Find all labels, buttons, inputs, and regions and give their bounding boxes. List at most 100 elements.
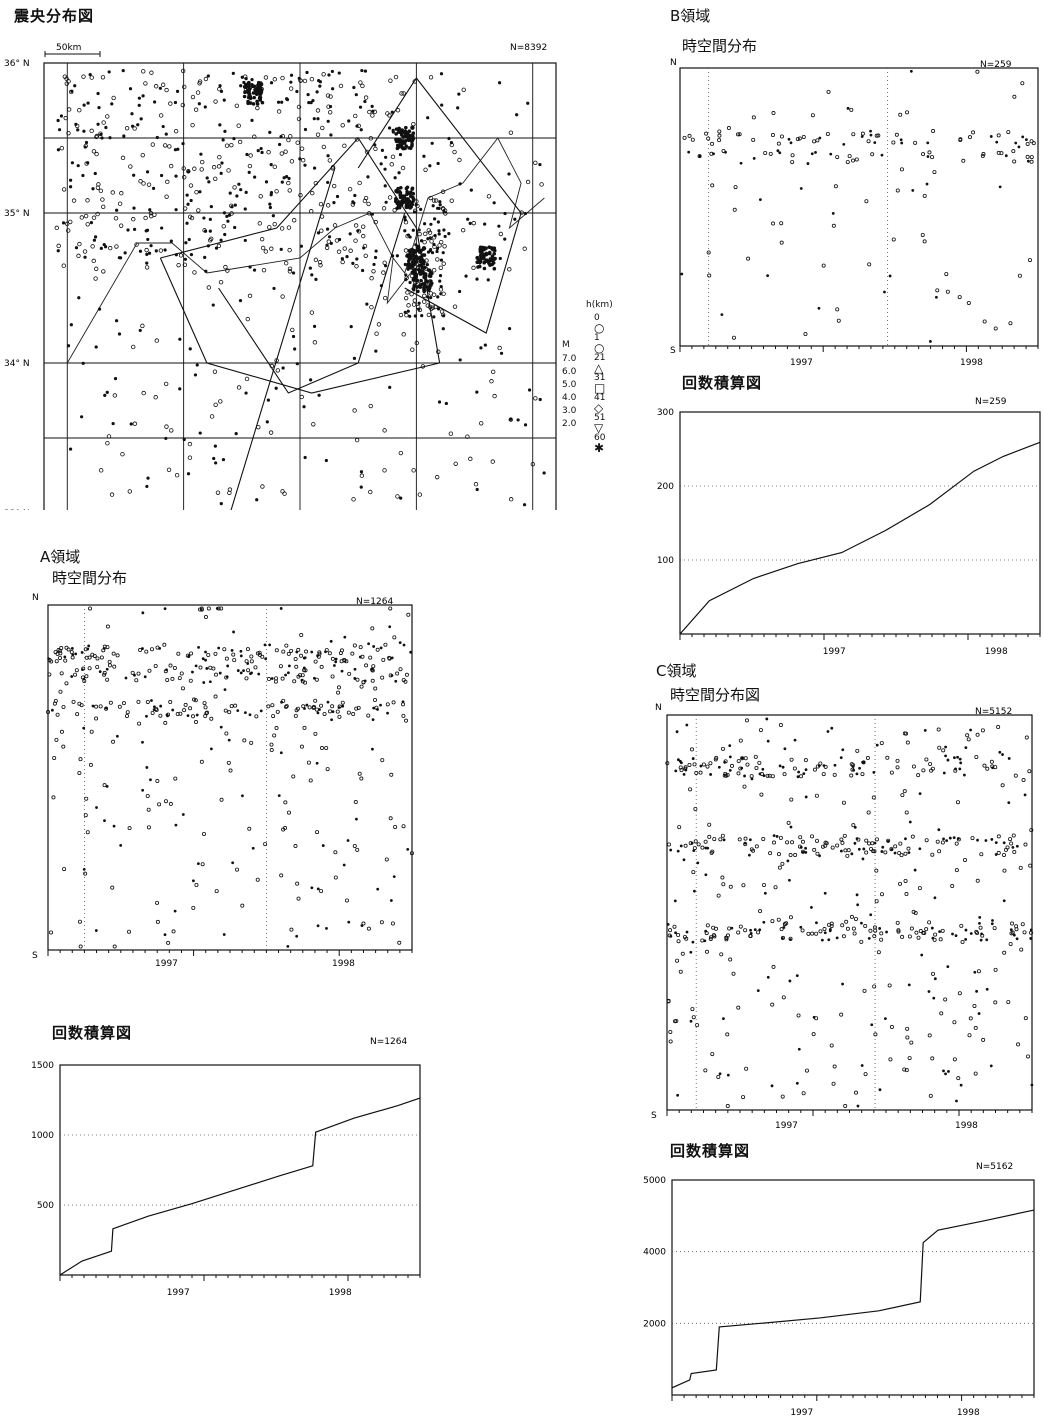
- event-point: [359, 684, 364, 689]
- epicenter-point: [410, 347, 415, 352]
- event-point: [245, 647, 250, 652]
- event-point: [676, 849, 680, 853]
- event-point: [77, 770, 82, 775]
- epicenter-point: [400, 128, 404, 132]
- event-point: [845, 853, 850, 858]
- event-point: [62, 867, 67, 872]
- event-point: [990, 838, 994, 841]
- event-point: [916, 935, 921, 940]
- epicenter-point: [538, 162, 542, 167]
- epicenter-point: [490, 262, 494, 267]
- event-point: [812, 1015, 816, 1019]
- event-point: [270, 703, 275, 708]
- event-point: [314, 707, 319, 712]
- epicenter-point: [228, 191, 232, 195]
- event-point: [736, 771, 741, 776]
- event-point: [379, 703, 382, 707]
- event-point: [193, 698, 198, 703]
- event-point: [370, 668, 375, 673]
- event-point: [361, 680, 366, 685]
- epicenter-point: [66, 130, 71, 136]
- event-point: [172, 665, 177, 670]
- epicenter-point: [267, 225, 272, 230]
- event-point: [58, 651, 63, 656]
- epicenter-point: [274, 358, 279, 363]
- epicenter-point: [426, 237, 430, 241]
- epicenter-point: [108, 136, 112, 140]
- epicenter-point: [298, 78, 303, 83]
- epicenter-point: [248, 96, 253, 101]
- epicenter-point: [492, 251, 497, 256]
- epicenter-point: [515, 113, 519, 117]
- event-point: [227, 710, 232, 715]
- event-point: [907, 1056, 912, 1061]
- event-point: [766, 739, 770, 743]
- event-point: [753, 754, 758, 759]
- epicenter-point: [372, 109, 378, 115]
- event-point: [975, 989, 979, 993]
- epicenter-point: [439, 285, 443, 289]
- epicenter-point: [498, 231, 504, 237]
- epicenter-point: [208, 217, 212, 221]
- event-point: [742, 784, 747, 789]
- epicenter-point: [422, 154, 426, 158]
- epicenter-point: [398, 450, 404, 456]
- epicenter-point: [144, 247, 149, 253]
- event-point: [725, 1032, 730, 1037]
- epicenter-point: [166, 467, 172, 473]
- event-point: [91, 704, 95, 708]
- event-point: [300, 679, 305, 684]
- event-point: [893, 851, 897, 855]
- event-point: [691, 940, 695, 944]
- epicenter-point: [309, 378, 313, 382]
- epicenter-point: [289, 159, 295, 164]
- event-point: [865, 756, 870, 761]
- event-point: [964, 928, 968, 932]
- epicenter-point: [429, 283, 433, 287]
- epicenter-point: [56, 118, 60, 123]
- event-point: [108, 700, 113, 705]
- event-point: [105, 677, 110, 682]
- event-point: [102, 783, 107, 788]
- event-point: [973, 1025, 978, 1030]
- region-a-cum-title: 回数積算図: [52, 1024, 133, 1042]
- event-point: [985, 766, 990, 771]
- c-st-count: N=5152: [975, 707, 1012, 717]
- event-point: [851, 926, 856, 931]
- event-point: [933, 977, 937, 981]
- event-point: [49, 930, 54, 935]
- x-tick-label: 1998: [957, 1408, 980, 1418]
- epicenter-point: [168, 101, 173, 106]
- event-point: [287, 664, 291, 668]
- epicenter-point: [211, 303, 215, 307]
- event-point: [679, 768, 684, 773]
- event-point: [272, 733, 277, 738]
- event-point: [675, 958, 680, 963]
- epicenter-point: [132, 206, 136, 210]
- event-point: [761, 882, 766, 887]
- epicenter-point: [391, 130, 395, 134]
- b-st-xtick: 1997: [790, 358, 813, 368]
- event-point: [938, 930, 942, 934]
- event-point: [849, 773, 854, 778]
- event-point: [219, 725, 223, 729]
- event-point: [319, 746, 324, 751]
- event-point: [822, 927, 827, 932]
- epicenter-point: [113, 376, 118, 381]
- epicenter-point: [68, 178, 73, 182]
- event-point: [778, 764, 782, 768]
- epicenter-point: [227, 487, 233, 492]
- epicenter-point: [439, 292, 443, 296]
- event-point: [165, 713, 169, 717]
- event-point: [1027, 769, 1032, 774]
- event-point: [141, 740, 144, 744]
- event-point: [286, 810, 291, 815]
- epicenter-point: [489, 379, 494, 384]
- event-point: [885, 755, 890, 760]
- event-point: [726, 1073, 730, 1077]
- event-point: [898, 841, 903, 846]
- epicenter-point: [406, 197, 410, 202]
- event-point: [141, 611, 145, 615]
- epicenter-point: [427, 268, 432, 273]
- event-point: [907, 851, 911, 855]
